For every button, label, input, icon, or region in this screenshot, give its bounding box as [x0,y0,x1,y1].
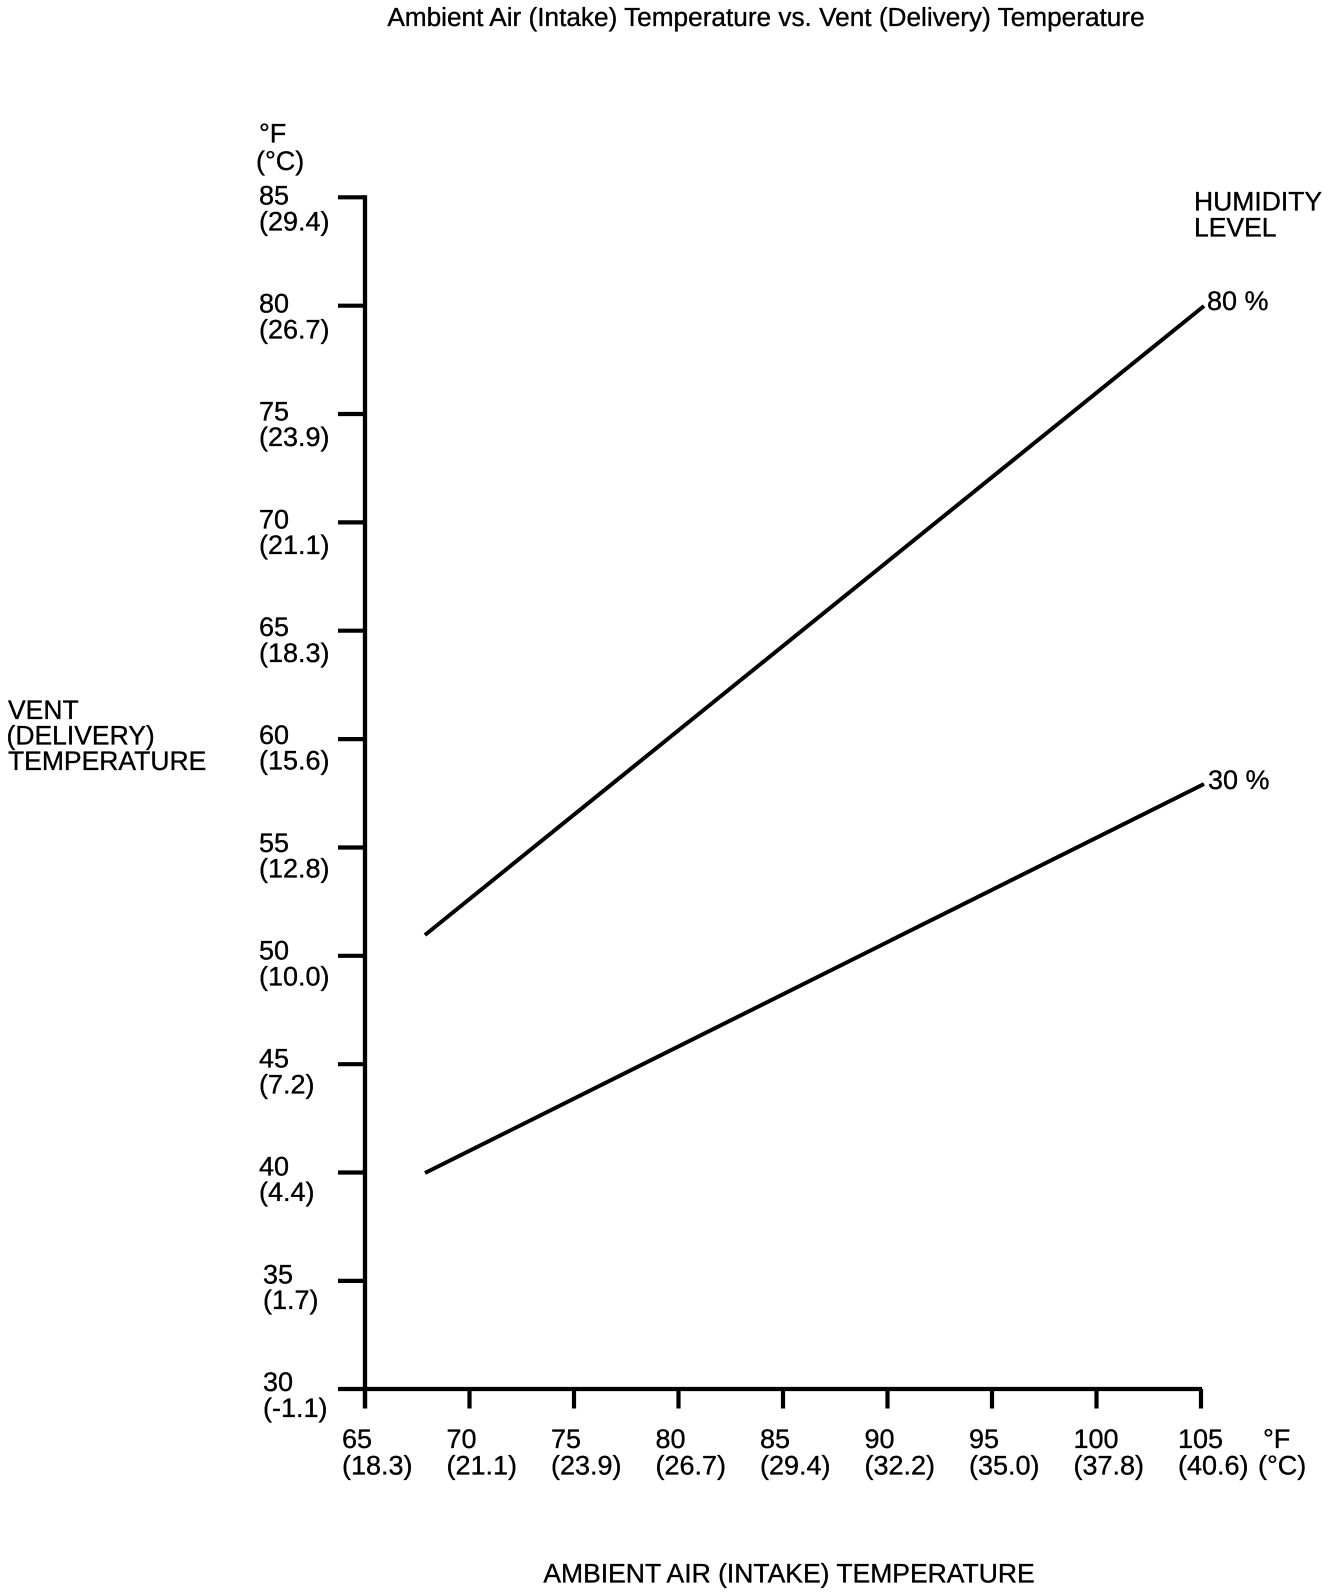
svg-text:60: 60 [259,720,289,750]
svg-text:75: 75 [259,396,289,426]
svg-text:35: 35 [263,1259,293,1289]
svg-text:90: 90 [865,1424,895,1454]
svg-text:(26.7): (26.7) [259,314,330,344]
svg-text:(°C): (°C) [256,146,304,176]
svg-text:70: 70 [447,1424,477,1454]
svg-text:(26.7): (26.7) [656,1451,727,1481]
svg-text:30: 30 [263,1367,293,1397]
svg-text:(18.3): (18.3) [259,638,330,668]
svg-text:°F: °F [259,119,286,149]
svg-text:70: 70 [259,504,289,534]
svg-text:40: 40 [259,1151,289,1181]
svg-text:VENT: VENT [8,695,79,725]
svg-text:(°C): (°C) [1258,1451,1306,1481]
svg-text:105: 105 [1178,1424,1223,1454]
svg-text:(32.2): (32.2) [865,1451,936,1481]
svg-text:(37.8): (37.8) [1074,1451,1145,1481]
svg-text:(12.8): (12.8) [259,854,330,884]
svg-text:(7.2): (7.2) [259,1069,315,1099]
svg-text:(10.0): (10.0) [259,961,330,991]
svg-text:95: 95 [969,1424,999,1454]
svg-text:(18.3): (18.3) [342,1451,413,1481]
svg-text:(15.6): (15.6) [259,746,330,776]
svg-text:45: 45 [259,1044,289,1074]
svg-text:(1.7): (1.7) [263,1285,319,1315]
svg-text:80: 80 [259,289,289,319]
svg-text:HUMIDITY: HUMIDITY [1194,186,1322,216]
svg-text:85: 85 [760,1424,790,1454]
svg-text:55: 55 [259,828,289,858]
svg-text:65: 65 [342,1424,372,1454]
svg-text:(DELIVERY): (DELIVERY) [7,721,155,751]
svg-text:(23.9): (23.9) [259,422,330,452]
svg-text:°F: °F [1263,1424,1290,1454]
svg-text:Ambient Air (Intake) Temperatu: Ambient Air (Intake) Temperature vs. Ven… [387,2,1144,32]
svg-text:(-1.1): (-1.1) [263,1393,328,1423]
svg-text:75: 75 [551,1424,581,1454]
svg-text:AMBIENT AIR (INTAKE) TEMPERATU: AMBIENT AIR (INTAKE) TEMPERATURE [543,1559,1034,1589]
svg-text:LEVEL: LEVEL [1194,212,1277,242]
svg-text:(21.1): (21.1) [447,1451,518,1481]
svg-text:(40.6): (40.6) [1178,1451,1249,1481]
svg-text:(29.4): (29.4) [760,1451,831,1481]
svg-text:50: 50 [259,936,289,966]
svg-text:100: 100 [1074,1424,1119,1454]
svg-text:(21.1): (21.1) [259,530,330,560]
svg-text:80: 80 [656,1424,686,1454]
svg-text:(23.9): (23.9) [551,1451,622,1481]
svg-text:65: 65 [259,612,289,642]
svg-text:(29.4): (29.4) [259,206,330,236]
svg-text:85: 85 [259,181,289,211]
svg-text:TEMPERATURE: TEMPERATURE [8,746,206,776]
svg-text:30 %: 30 % [1208,765,1270,795]
svg-text:(35.0): (35.0) [969,1451,1040,1481]
svg-text:80 %: 80 % [1207,286,1269,316]
svg-text:(4.4): (4.4) [259,1177,315,1207]
